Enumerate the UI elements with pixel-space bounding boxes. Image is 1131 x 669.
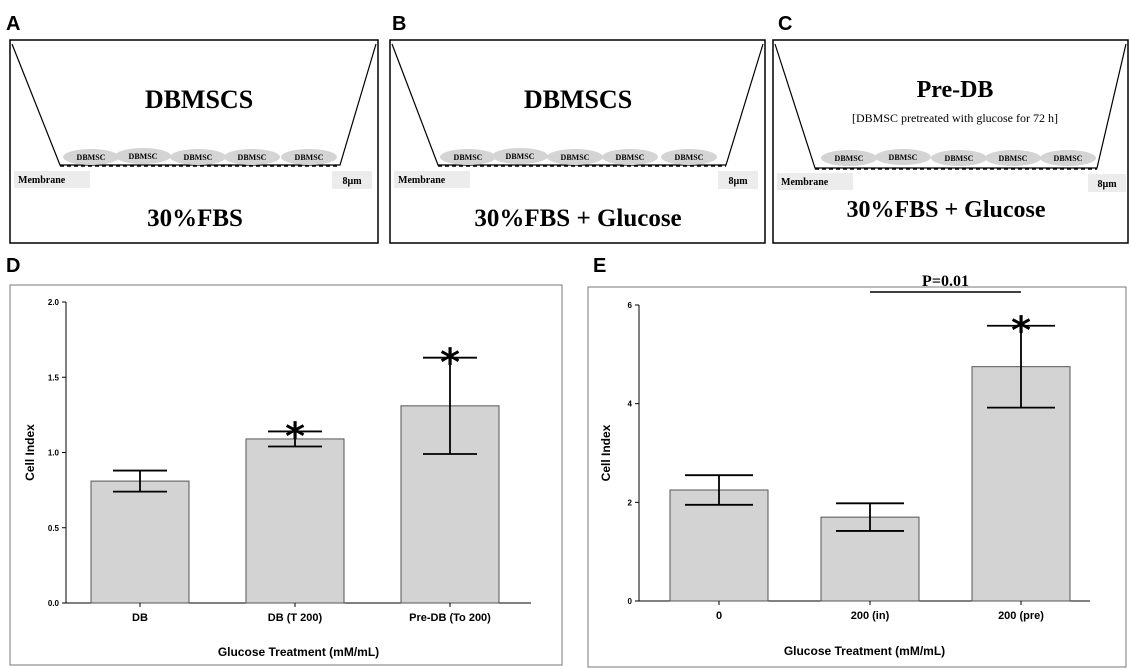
- panel-frame: [772, 39, 1129, 244]
- panel-letter: E: [593, 255, 606, 277]
- cell-label: DBMSC: [999, 154, 1028, 163]
- chart-e: 0 2 4 6 0 200 (in) 200 (pre) * Glucose Treatment…: [599, 273, 1090, 658]
- cell-ellipse: [931, 150, 987, 166]
- insert-outline: [11, 43, 377, 166]
- x-axis-title: Glucose Treatment (mM/mL): [218, 645, 379, 659]
- y-tick-label: 0.0: [48, 599, 60, 608]
- pore-size-label: 8µm: [728, 176, 748, 187]
- y-tick-label: 0.5: [48, 524, 60, 533]
- membrane-label-box: [394, 171, 470, 188]
- x-tick-label: 0: [716, 610, 722, 622]
- y-tick-label: 4: [628, 400, 633, 409]
- bar: [245, 438, 345, 604]
- membrane-label-box: [14, 171, 90, 188]
- cell-ellipse: [661, 149, 717, 165]
- cell-ellipse: [602, 149, 658, 165]
- cell-ellipse: [440, 149, 496, 165]
- x-axis-title: Glucose Treatment (mM/mL): [784, 644, 945, 658]
- insert-outline: [774, 43, 1127, 169]
- pore-size-label: 8µm: [1097, 179, 1117, 190]
- insert-outline: [391, 43, 764, 166]
- cell-ellipse: [281, 149, 337, 165]
- pore-label-box: [1088, 174, 1126, 192]
- cell-label: DBMSC: [454, 153, 483, 162]
- panel-letter: A: [6, 13, 20, 35]
- cell-label: DBMSC: [295, 153, 324, 162]
- cell-label: DBMSC: [1054, 154, 1083, 163]
- cell-label: DBMSC: [945, 154, 974, 163]
- cell-label: DBMSC: [506, 152, 535, 161]
- chart-frame: [9, 284, 563, 666]
- cell-row: DBMSC DBMSC DBMSC DBMSC DBMSC: [821, 149, 1096, 166]
- membrane-label: Membrane: [18, 175, 66, 186]
- cell-ellipse: [985, 150, 1041, 166]
- x-tick-label: DB (T 200): [268, 612, 323, 624]
- significance-star: *: [1011, 309, 1031, 353]
- membrane-label: Membrane: [398, 175, 446, 186]
- x-tick-label: 200 (pre): [998, 610, 1044, 622]
- cell-label: DBMSC: [835, 154, 864, 163]
- pore-size-label: 8µm: [342, 176, 362, 187]
- cell-ellipse: [170, 149, 226, 165]
- membrane-label-box: [777, 173, 853, 190]
- medium-label: 30%FBS + Glucose: [474, 205, 681, 232]
- panel-c: C Pre-DB [DBMSC pretreated with glucose …: [772, 13, 1129, 244]
- panel-letter: B: [392, 13, 406, 35]
- cell-ellipse: [821, 150, 877, 166]
- y-tick-label: 2: [628, 498, 633, 507]
- y-axis-title: Cell Index: [599, 424, 613, 481]
- pore-label-box: [718, 171, 758, 189]
- x-tick-label: Pre-DB (To 200): [409, 612, 491, 624]
- y-tick-label: 1.5: [48, 373, 60, 382]
- chart-frame: [587, 286, 1127, 668]
- cell-ellipse: [63, 149, 119, 165]
- cell-label: DBMSC: [129, 152, 158, 161]
- chamber-title: Pre-DB: [917, 77, 994, 103]
- cell-row: DBMSC DBMSC DBMSC DBMSC DBMSC: [63, 148, 337, 165]
- bar: [90, 480, 190, 604]
- chart-d: 0.0 0.5 1.0 1.5 2.0 DB DB (T 200) * Pre-DB (To 2…: [23, 298, 531, 659]
- chamber-title: DBMSCS: [524, 85, 632, 114]
- y-tick-label: 1.0: [48, 449, 60, 458]
- cell-label: DBMSC: [616, 153, 645, 162]
- y-tick-label: 6: [628, 301, 633, 310]
- cell-label: DBMSC: [889, 153, 918, 162]
- chamber-subtitle: [DBMSC pretreated with glucose for 72 h]: [852, 111, 1058, 125]
- cell-ellipse: [1040, 150, 1096, 166]
- panel-d: D 0.0 0.5 1.0 1.5 2.0 DB DB (T 200) * Pre-DB (To…: [6, 255, 563, 666]
- panel-letter: D: [6, 255, 20, 277]
- y-tick-label: 0: [628, 597, 633, 606]
- medium-label: 30%FBS: [147, 205, 243, 232]
- cell-ellipse: [224, 149, 280, 165]
- significance-star: *: [440, 341, 460, 385]
- cell-ellipse: [547, 149, 603, 165]
- x-tick-label: 200 (in): [851, 610, 890, 622]
- significance-star: *: [285, 414, 305, 458]
- cell-ellipse: [875, 149, 931, 165]
- y-tick-label: 2.0: [48, 298, 60, 307]
- panel-b: B DBMSCS DBMSC DBMSC DBMSC DBMSC DBMSC M…: [389, 13, 766, 244]
- panel-letter: C: [778, 13, 792, 35]
- y-axis-title: Cell Index: [23, 424, 37, 481]
- cell-label: DBMSC: [675, 153, 704, 162]
- panel-frame: [389, 39, 766, 244]
- pore-label-box: [332, 171, 372, 189]
- cell-label: DBMSC: [561, 153, 590, 162]
- x-tick-label: DB: [132, 612, 148, 624]
- cell-label: DBMSC: [238, 153, 267, 162]
- cell-ellipse: [115, 148, 171, 164]
- panel-a: A DBMSCS DBMSC DBMSC DBMSC DBMSC DBMSC M…: [6, 13, 379, 244]
- cell-ellipse: [492, 148, 548, 164]
- membrane-label: Membrane: [781, 177, 829, 188]
- cell-row: DBMSC DBMSC DBMSC DBMSC DBMSC: [440, 148, 717, 165]
- p-value-label: P=0.01: [922, 273, 969, 290]
- chamber-title: DBMSCS: [145, 85, 253, 114]
- cell-label: DBMSC: [184, 153, 213, 162]
- panel-e: E 0 2 4 6 0 200 (in) 200 (pre) * Glucose Treatme…: [587, 255, 1127, 668]
- bar: [669, 489, 769, 602]
- cell-label: DBMSC: [77, 153, 106, 162]
- medium-label: 30%FBS + Glucose: [846, 197, 1045, 223]
- panel-frame: [9, 39, 379, 244]
